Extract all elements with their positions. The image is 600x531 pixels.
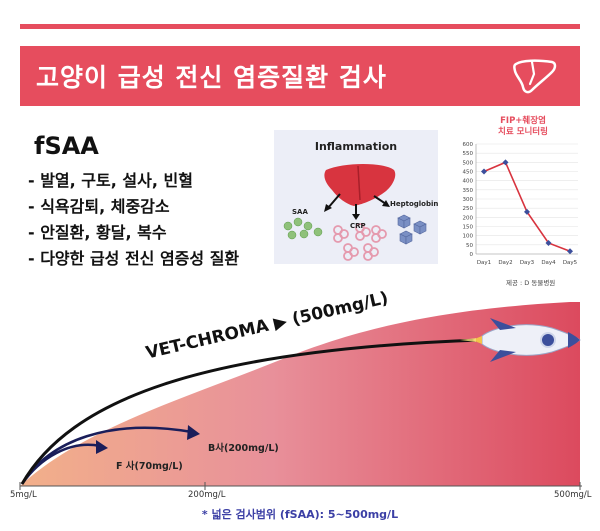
b-company-label: B사(200mg/L) <box>208 443 279 454</box>
saa-molecules-icon <box>283 217 323 240</box>
y-tick-label: 550 <box>463 151 474 157</box>
list-item: - 안질환, 황달, 복수 <box>28 223 167 242</box>
data-point <box>567 248 573 255</box>
data-point <box>481 168 487 175</box>
y-tick-label: 300 <box>463 197 474 203</box>
series-line <box>483 161 571 252</box>
monitoring-line-chart: 0 50 100 150 200 250 300 350 400 450 500 550 600 Day1… <box>463 142 578 266</box>
symptom-list: - 발열, 구토, 설사, 빈혈 - 식욕감퇴, 체중감소 - 안질환, 황달,… <box>28 168 239 272</box>
data-point <box>502 159 509 166</box>
saa-label: SAA <box>292 208 308 216</box>
list-item: - 다양한 급성 전신 염증성 질환 <box>28 249 240 268</box>
rocket-icon <box>460 318 581 362</box>
x-tick-label: Day4 <box>541 260 556 266</box>
crp-molecules-icon <box>333 223 387 261</box>
y-tick-label: 150 <box>463 225 474 231</box>
arrow-left-icon <box>327 193 341 209</box>
f-company-label: F 사(70mg/L) <box>116 461 183 472</box>
y-tick-label: 400 <box>463 179 474 185</box>
vet-chroma-arc <box>20 338 481 485</box>
haptoglobin-label: Heptoglobin <box>390 200 439 208</box>
axis-min-label: 5mg/L <box>10 490 37 500</box>
range-footnote: * 넓은 검사범위 (fSAA): 5~500mg/L <box>201 508 399 521</box>
y-tick-label: 0 <box>470 252 474 258</box>
data-point <box>545 240 552 246</box>
monitoring-title-line2: 치료 모니터링 <box>498 127 548 137</box>
source-note: 제공 : D 동물병원 <box>506 279 556 287</box>
x-tick-label: Day2 <box>498 260 512 266</box>
page-title: 고양이 급성 전신 염증질환 검사 <box>36 63 387 92</box>
x-tick-label: Day3 <box>520 260 535 266</box>
y-tick-label: 200 <box>463 215 474 221</box>
y-tick-label: 50 <box>466 243 473 249</box>
haptoglobin-molecules-icon <box>397 214 427 245</box>
fsaa-title: fSAA <box>34 132 99 160</box>
monitoring-title-line1: FIP+췌장염 <box>500 116 546 126</box>
axis-mid-label: 200mg/L <box>188 490 226 500</box>
inflammation-panel: Inflammation SAA CRP Heptoglobin <box>274 130 438 264</box>
detection-range-graphic <box>19 302 582 490</box>
b-range-arc <box>20 426 193 485</box>
x-tick-label: Day5 <box>563 260 578 266</box>
arrow-right-icon <box>373 195 387 205</box>
inflammation-illustration <box>283 164 427 261</box>
data-point <box>524 208 530 215</box>
y-tick-label: 600 <box>463 142 474 148</box>
y-tick-label: 250 <box>463 206 474 212</box>
y-tick-label: 450 <box>463 170 474 176</box>
list-item: - 발열, 구토, 설사, 빈혈 <box>28 171 193 190</box>
y-tick-label: 100 <box>463 234 474 240</box>
range-area <box>20 302 580 486</box>
y-tick-label: 500 <box>463 160 474 166</box>
monitoring-title: FIP+췌장염 치료 모니터링 <box>468 116 578 138</box>
list-item: - 식욕감퇴, 체중감소 <box>28 197 170 216</box>
inflammation-title: Inflammation <box>314 140 398 153</box>
crp-label: CRP <box>350 222 366 230</box>
y-tick-label: 350 <box>463 188 474 194</box>
x-tick-label: Day1 <box>477 260 491 266</box>
top-accent-line <box>20 24 580 29</box>
header-banner: 고양이 급성 전신 염증질환 검사 <box>20 46 580 106</box>
liver-icon <box>513 59 557 94</box>
axis-max-label: 500mg/L <box>554 490 592 500</box>
